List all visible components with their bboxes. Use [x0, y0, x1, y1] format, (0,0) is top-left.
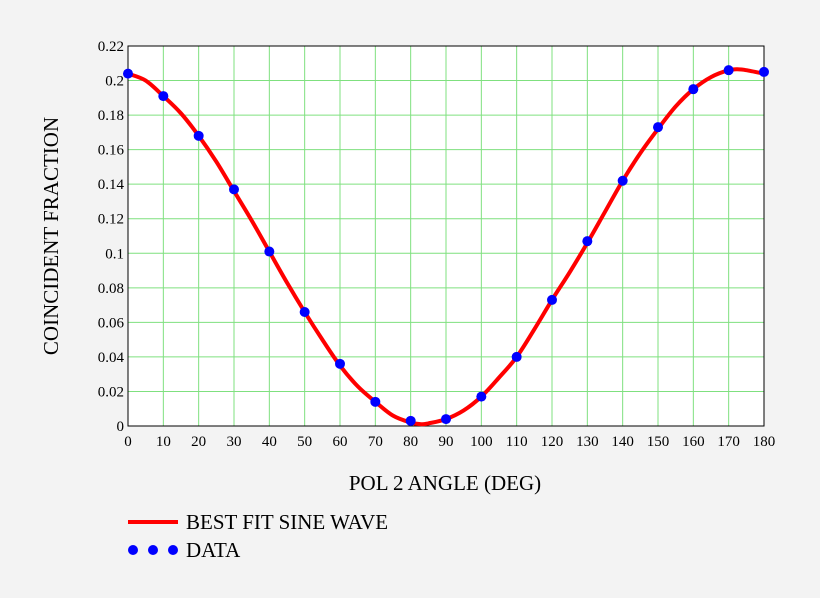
y-tick-label: 0.12: [98, 212, 124, 228]
x-tick-label: 130: [576, 434, 599, 450]
data-point: [441, 414, 451, 425]
data-point: [299, 307, 310, 317]
data-point: [511, 351, 522, 362]
x-tick-label: 160: [682, 434, 705, 450]
data-point: [229, 184, 239, 195]
data-point: [759, 66, 769, 77]
data-point: [547, 294, 557, 305]
x-tick-label: 110: [506, 434, 528, 450]
data-point: [617, 175, 628, 186]
data-point: [370, 396, 381, 407]
x-tick-label: 60: [333, 434, 348, 450]
x-tick-label: 90: [439, 434, 454, 450]
x-tick-label: 180: [753, 434, 776, 450]
series-layer: [123, 65, 769, 427]
x-tick-label: 0: [124, 434, 132, 450]
legend-dot-2: [148, 545, 158, 555]
x-tick-label: 170: [717, 434, 740, 450]
x-tick-label: 20: [191, 434, 206, 450]
y-tick-label: 0.04: [98, 350, 125, 366]
y-tick-label: 0.18: [98, 108, 124, 124]
x-tick-label: 150: [647, 434, 670, 450]
y-tick-label: 0.14: [98, 177, 125, 193]
y-tick-label: 0.2: [105, 74, 124, 90]
x-tick-label: 30: [227, 434, 242, 450]
legend-label-data: DATA: [186, 538, 241, 562]
data-point: [158, 91, 169, 102]
plot-border: [127, 45, 765, 427]
data-point: [582, 236, 593, 247]
x-tick-label: 80: [403, 434, 418, 450]
data-point: [688, 84, 699, 95]
y-tick-label: 0.08: [98, 281, 124, 297]
data-point: [405, 415, 416, 426]
legend-dot-3: [168, 545, 178, 555]
data-point: [123, 68, 133, 79]
x-tick-label: 120: [541, 434, 564, 450]
legend-label-fit: BEST FIT SINE WAVE: [186, 510, 388, 534]
x-tick-label: 70: [368, 434, 383, 450]
legend: BEST FIT SINE WAVE DATA: [128, 510, 388, 562]
y-tick-labels: 0 0.02 0.04 0.06 0.08 0.1 0.12 0.14 0.16 0.18 0.2 0…: [98, 39, 125, 435]
y-tick-label: 0.06: [98, 315, 125, 331]
x-axis-title: POL 2 ANGLE (DEG): [349, 471, 541, 495]
data-point: [193, 130, 204, 141]
y-axis-title: COINCIDENT FRACTION: [39, 117, 63, 355]
data-point: [264, 246, 275, 257]
x-tick-label: 100: [470, 434, 493, 450]
x-tick-label: 40: [262, 434, 277, 450]
y-tick-label: 0.16: [98, 143, 125, 159]
data-point: [723, 65, 734, 76]
y-tick-label: 0: [117, 419, 125, 435]
data-point: [653, 122, 663, 133]
x-tick-label: 140: [611, 434, 634, 450]
x-tick-labels: 0 10 20 30 40 50 60 70 80 90 100 110 120 130 140 150 160…: [124, 434, 775, 450]
data-point: [476, 391, 487, 402]
y-tick-label: 0.02: [98, 384, 124, 400]
legend-dot-1: [128, 545, 138, 555]
x-tick-label: 50: [297, 434, 312, 450]
x-tick-label: 10: [156, 434, 171, 450]
y-tick-label: 0.22: [98, 39, 124, 55]
y-tick-label: 0.1: [105, 246, 124, 262]
data-point: [335, 358, 345, 369]
